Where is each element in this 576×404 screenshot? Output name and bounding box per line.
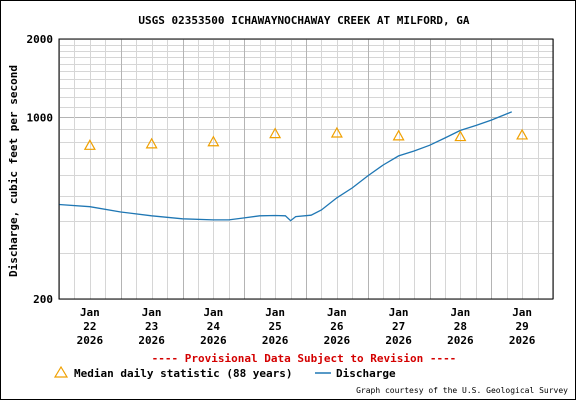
legend-median-label: Median daily statistic (88 years)	[74, 367, 293, 380]
chart-title: USGS 02353500 ICHAWAYNOCHAWAY CREEK AT M…	[138, 14, 470, 27]
legend-median-triangle-icon	[53, 365, 69, 378]
x-tick-label: Jan 29 2026	[509, 306, 536, 347]
provisional-notice: ---- Provisional Data Subject to Revisio…	[152, 352, 457, 365]
x-tick-label: Jan 25 2026	[262, 306, 289, 347]
y-axis-label: Discharge, cubic feet per second	[7, 65, 20, 277]
credit-text: Graph courtesy of the U.S. Geological Su…	[356, 386, 568, 395]
x-tick-label: Jan 26 2026	[324, 306, 351, 347]
grid	[59, 39, 554, 300]
x-tick-labels: Jan 22 2026 Jan 23 2026 Jan 24 2026 Jan 25 2026 Jan 2…	[77, 306, 536, 347]
plot-area	[58, 38, 554, 300]
x-tick-label: Jan 27 2026	[385, 306, 412, 347]
median-marker	[516, 128, 529, 140]
median-marker	[454, 130, 467, 142]
y-tick-label: 1000	[27, 111, 54, 124]
y-tick-label: 200	[33, 293, 53, 306]
y-tick-labels: 200 1000 2000	[27, 33, 54, 306]
median-marker	[83, 139, 96, 150]
median-marker	[145, 137, 158, 149]
legend: Median daily statistic (88 years) Discha…	[53, 365, 396, 380]
x-tick-label: Jan 28 2026	[447, 306, 474, 347]
median-marker	[269, 127, 282, 139]
x-tick-label: Jan 24 2026	[200, 306, 227, 347]
median-marker	[330, 126, 343, 138]
median-marker	[392, 129, 405, 141]
median-marker	[207, 135, 220, 147]
x-tick-label: Jan 23 2026	[138, 306, 165, 347]
series-layer	[58, 111, 529, 222]
discharge-line	[58, 111, 513, 222]
legend-discharge-label: Discharge	[336, 367, 396, 380]
x-tick-label: Jan 22 2026	[77, 306, 104, 347]
y-tick-label: 2000	[27, 33, 54, 46]
